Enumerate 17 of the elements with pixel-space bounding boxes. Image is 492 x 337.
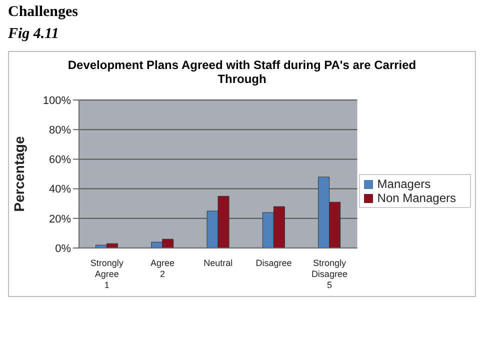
legend-label: Non Managers — [377, 191, 456, 205]
x-tick-label: Strongly Disagree 5 — [311, 258, 348, 290]
x-tick-label: Agree 2 — [150, 258, 174, 279]
y-tick-label: 80% — [48, 124, 72, 137]
x-tick-label: Disagree — [256, 258, 292, 268]
y-tick-label: 40% — [48, 184, 72, 196]
legend-label: Managers — [377, 177, 431, 191]
x-tick-label: Neutral — [204, 258, 233, 268]
x-tick-label: Strongly Agree 1 — [90, 258, 124, 290]
y-tick-label: 100% — [42, 94, 72, 107]
y-axis-title: Percentage — [10, 136, 27, 212]
y-tick-label: 20% — [48, 213, 72, 226]
y-tick-label: 0% — [55, 242, 72, 255]
y-tick-label: 60% — [48, 154, 72, 166]
caption: Fig 4.11 — [8, 26, 60, 43]
chart-title: Development Plans Agreed with Staff during PA's are Carried Through — [66, 57, 418, 86]
text: Challenges — [8, 4, 80, 20]
